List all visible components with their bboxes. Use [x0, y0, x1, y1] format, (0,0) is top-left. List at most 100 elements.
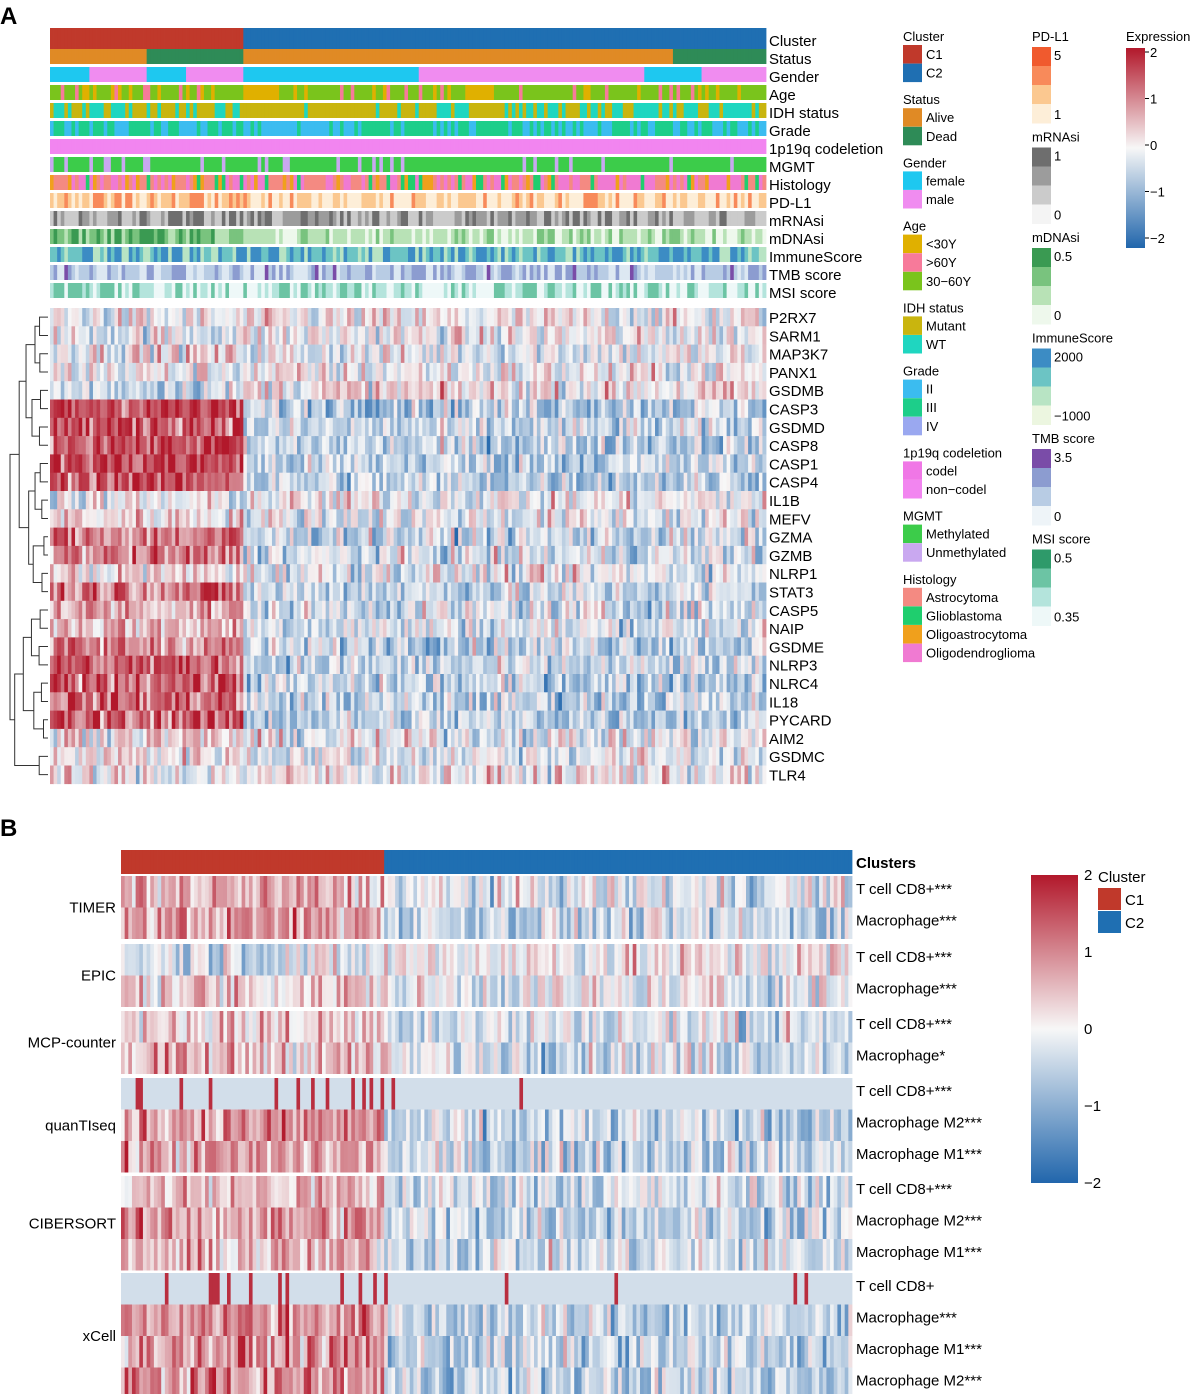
annotation-cell [629, 265, 634, 280]
annotation-cell [561, 229, 566, 244]
heatmap-cell [336, 436, 341, 455]
heatmap-cell [483, 436, 488, 455]
annotation-cell [508, 229, 513, 244]
annotation-cell [171, 28, 176, 49]
annotation-cell [558, 265, 563, 280]
heatmap-cell [672, 472, 677, 492]
annotation-cell [619, 103, 624, 118]
annotation-cell [350, 157, 355, 172]
heatmap-cell [590, 381, 595, 400]
heatmap-cell [450, 417, 455, 437]
heatmap-cell [579, 454, 584, 473]
heatmap-cell [182, 399, 187, 419]
heatmap-cell [436, 399, 441, 419]
annotation-cell [447, 193, 452, 208]
heatmap-cell [458, 344, 463, 364]
panel-a-letter: A [0, 3, 17, 30]
annotation-cell [612, 157, 617, 172]
annotation-cell [150, 265, 155, 280]
heatmap-cell [372, 362, 377, 382]
annotation-cell [730, 121, 735, 136]
annotation-cell [82, 193, 87, 208]
annotation-cell [601, 121, 606, 136]
annotation-cell [493, 121, 498, 136]
annotation-cell [314, 211, 319, 226]
annotation-cell [411, 85, 416, 100]
annotation-cell [744, 283, 749, 298]
annotation-cell [429, 85, 434, 100]
annotation-cell [433, 247, 438, 262]
heatmap-cell [114, 454, 119, 473]
annotation-cell [297, 157, 301, 172]
annotation-cell [418, 85, 423, 100]
annotation-cell [669, 49, 674, 64]
annotation-cell [615, 103, 620, 118]
heatmap-cell [375, 472, 380, 492]
annotation-cell [390, 103, 395, 118]
annotation-cell [307, 103, 312, 118]
annotation-cell [454, 247, 459, 262]
heatmap-cell [382, 362, 387, 382]
annotation-cell [565, 175, 570, 190]
annotation-cell [433, 85, 438, 100]
heatmap-cell [440, 362, 445, 382]
annotation-cell [762, 139, 767, 154]
annotation-cell [50, 157, 54, 172]
annotation-cell [461, 283, 466, 298]
annotation-cell [135, 193, 140, 208]
annotation-cell [275, 283, 280, 298]
heatmap-cell [651, 454, 656, 473]
annotation-cell [515, 139, 520, 154]
annotation-cell [307, 265, 312, 280]
annotation-cell [551, 139, 556, 154]
annotation-cell [447, 211, 452, 226]
heatmap-cell [318, 344, 323, 364]
heatmap-cell [196, 417, 201, 437]
annotation-cell [297, 49, 301, 64]
annotation-cell [440, 175, 445, 190]
annotation-cell [282, 103, 287, 118]
annotation-cell [300, 121, 305, 136]
annotation-cell [436, 193, 441, 208]
annotation-cell [322, 28, 327, 49]
heatmap-cell [390, 472, 395, 492]
annotation-cell [229, 157, 233, 172]
annotation-cell [644, 229, 649, 244]
heatmap-cell [497, 454, 502, 473]
annotation-cell [261, 28, 266, 49]
heatmap-cell [651, 308, 656, 327]
heatmap-cell [644, 454, 649, 473]
heatmap-cell [393, 308, 398, 327]
heatmap-cell [723, 344, 728, 364]
annotation-cell [411, 28, 416, 49]
annotation-cell [597, 103, 602, 118]
annotation-cell [404, 103, 409, 118]
heatmap-cell [361, 344, 366, 364]
annotation-cell [637, 103, 642, 118]
heatmap-cell [587, 454, 591, 473]
annotation-cell [135, 247, 140, 262]
annotation-cell [232, 247, 237, 262]
heatmap-cell [443, 399, 448, 419]
annotation-cell [232, 157, 237, 172]
annotation-cell [518, 193, 523, 208]
annotation-cell [705, 211, 710, 226]
annotation-cell [569, 175, 574, 190]
heatmap-cell [690, 381, 695, 400]
heatmap-cell [186, 417, 191, 437]
annotation-cell [307, 175, 312, 190]
heatmap-cell [629, 308, 634, 327]
annotation-cell [433, 139, 438, 154]
heatmap-cell [458, 308, 463, 327]
annotation-cell [100, 283, 105, 298]
heatmap-cell [458, 436, 463, 455]
heatmap-cell [92, 454, 97, 473]
annotation-cell [171, 103, 176, 118]
annotation-cell [683, 67, 688, 82]
heatmap-cell [196, 362, 201, 382]
annotation-cell [314, 265, 319, 280]
annotation-cell [622, 193, 627, 208]
heatmap-cell [297, 326, 301, 345]
annotation-cell [468, 157, 473, 172]
annotation-cell [443, 103, 448, 118]
